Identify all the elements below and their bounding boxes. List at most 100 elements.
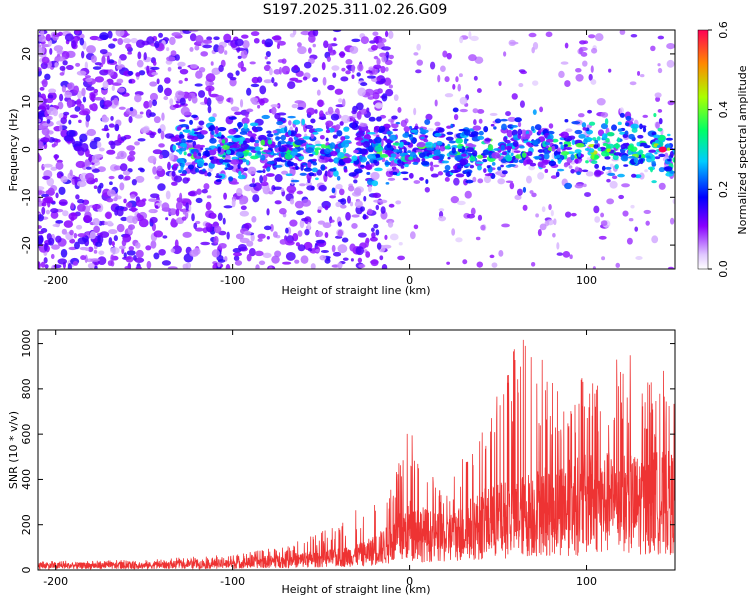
spectrogram-cell <box>450 196 459 204</box>
spectrogram-cell <box>126 145 136 151</box>
spectrogram-cell <box>389 233 399 241</box>
spectrogram-cell <box>179 142 187 148</box>
spectrogram-cell <box>586 137 593 141</box>
snr-frame <box>37 329 676 571</box>
spectrogram-cell <box>578 47 583 55</box>
spectrogram-cell <box>266 235 270 240</box>
spectrogram-cell <box>500 144 506 151</box>
spectrogram-cell <box>52 223 60 227</box>
spectrogram-cell <box>381 46 391 51</box>
spectrogram-cell <box>420 160 430 166</box>
spectrogram-cell <box>392 142 401 146</box>
spectrogram-cell <box>86 45 96 54</box>
spectrogram-cell <box>529 190 534 194</box>
spectrogram-cell <box>259 85 267 95</box>
spectrogram-cell <box>307 221 311 230</box>
spectrogram-cell <box>77 203 86 212</box>
spectrogram-cell <box>498 80 502 87</box>
spectrogram-cell <box>522 186 527 193</box>
spectrogram-cell <box>624 130 629 136</box>
spectrogram-cell <box>255 264 260 269</box>
spectrogram-cell <box>183 151 187 156</box>
spectrogram-cell <box>229 76 237 81</box>
spectrogram-cell <box>61 85 67 93</box>
spectrogram-cell <box>503 51 507 57</box>
spectrogram-cell <box>50 253 55 260</box>
spectrogram-y-tick-label: 20 <box>20 47 33 61</box>
spectrogram-cell <box>111 241 115 247</box>
spectrogram-cell <box>38 235 44 244</box>
spectrogram-cell <box>482 149 489 156</box>
spectrogram-cell <box>38 225 42 229</box>
spectrogram-cell <box>299 172 307 176</box>
spectrogram-cell <box>135 242 141 249</box>
spectrogram-cell <box>328 49 337 56</box>
spectrogram-cell <box>189 249 199 257</box>
spectrogram-cell <box>424 186 430 193</box>
spectrogram-cell <box>365 163 373 171</box>
spectrogram-cell <box>68 212 78 221</box>
spectrogram-cell <box>77 237 87 245</box>
spectrogram-cell <box>194 45 200 51</box>
spectrogram-cell <box>38 140 43 148</box>
spectrogram-cell <box>99 49 108 55</box>
spectrogram-cell <box>324 205 329 211</box>
spectrogram-cell <box>82 96 87 103</box>
spectrogram-cell <box>47 187 55 197</box>
spectrogram-cell <box>472 150 478 157</box>
spectrogram-cell <box>64 33 74 42</box>
spectrogram-cell <box>174 239 179 249</box>
spectrogram-cell <box>287 140 291 145</box>
spectrogram-cell <box>110 115 114 121</box>
spectrogram-cell <box>131 178 137 186</box>
spectrogram-cell <box>106 220 113 225</box>
spectrogram-cell <box>85 172 95 181</box>
spectrogram-cell <box>290 179 300 183</box>
spectrogram-cell <box>295 133 302 138</box>
spectrogram-cell <box>337 262 343 269</box>
spectrogram-cell <box>341 98 346 107</box>
spectrogram-cell <box>299 219 305 229</box>
spectrogram-cell <box>303 61 312 69</box>
spectrogram-cell <box>547 130 555 135</box>
spectrogram-cell <box>497 166 502 171</box>
spectrogram-cell <box>38 153 41 162</box>
spectrogram-cell <box>46 177 55 187</box>
spectrogram-cell <box>169 36 176 46</box>
spectrogram-cell <box>651 235 659 244</box>
spectrogram-cell <box>271 77 275 84</box>
spectrogram-cell <box>321 200 331 209</box>
spectrogram-cell <box>78 110 89 116</box>
spectrogram-cell <box>238 170 242 176</box>
spectrogram-cell <box>58 186 66 196</box>
spectrogram-cell <box>325 129 331 134</box>
spectrogram-cell <box>594 169 602 177</box>
spectrogram-cell <box>92 204 101 210</box>
spectrogram-cell <box>552 232 556 238</box>
spectrogram-cell <box>535 213 539 218</box>
spectrogram-cell <box>73 85 79 94</box>
spectrogram-cell <box>38 44 42 49</box>
spectrogram-cell <box>380 206 386 214</box>
spectrogram-cell <box>639 142 648 147</box>
spectrogram-cell <box>403 147 407 153</box>
spectrogram-cell <box>188 30 199 33</box>
snr-x-axis-label: Height of straight line (km) <box>281 583 430 596</box>
spectrogram-cell <box>101 116 110 123</box>
spectrogram-cell <box>264 56 268 60</box>
spectrogram-cell <box>355 171 359 175</box>
spectrogram-cell <box>130 194 136 199</box>
spectrogram-cell <box>340 198 347 205</box>
spectrogram-cell <box>384 234 388 240</box>
spectrogram-cell <box>157 128 162 134</box>
spectrogram-cell <box>59 72 65 76</box>
spectrogram-cell <box>92 66 102 70</box>
spectrogram-cell <box>281 65 290 75</box>
spectrogram-cell <box>172 144 177 151</box>
spectrogram-cell <box>489 112 498 116</box>
spectrogram-cell <box>307 247 313 252</box>
spectrogram-cell <box>171 170 176 177</box>
spectrogram-cell <box>331 244 336 253</box>
spectrogram-cell <box>598 235 607 240</box>
spectrogram-cell <box>465 143 474 147</box>
